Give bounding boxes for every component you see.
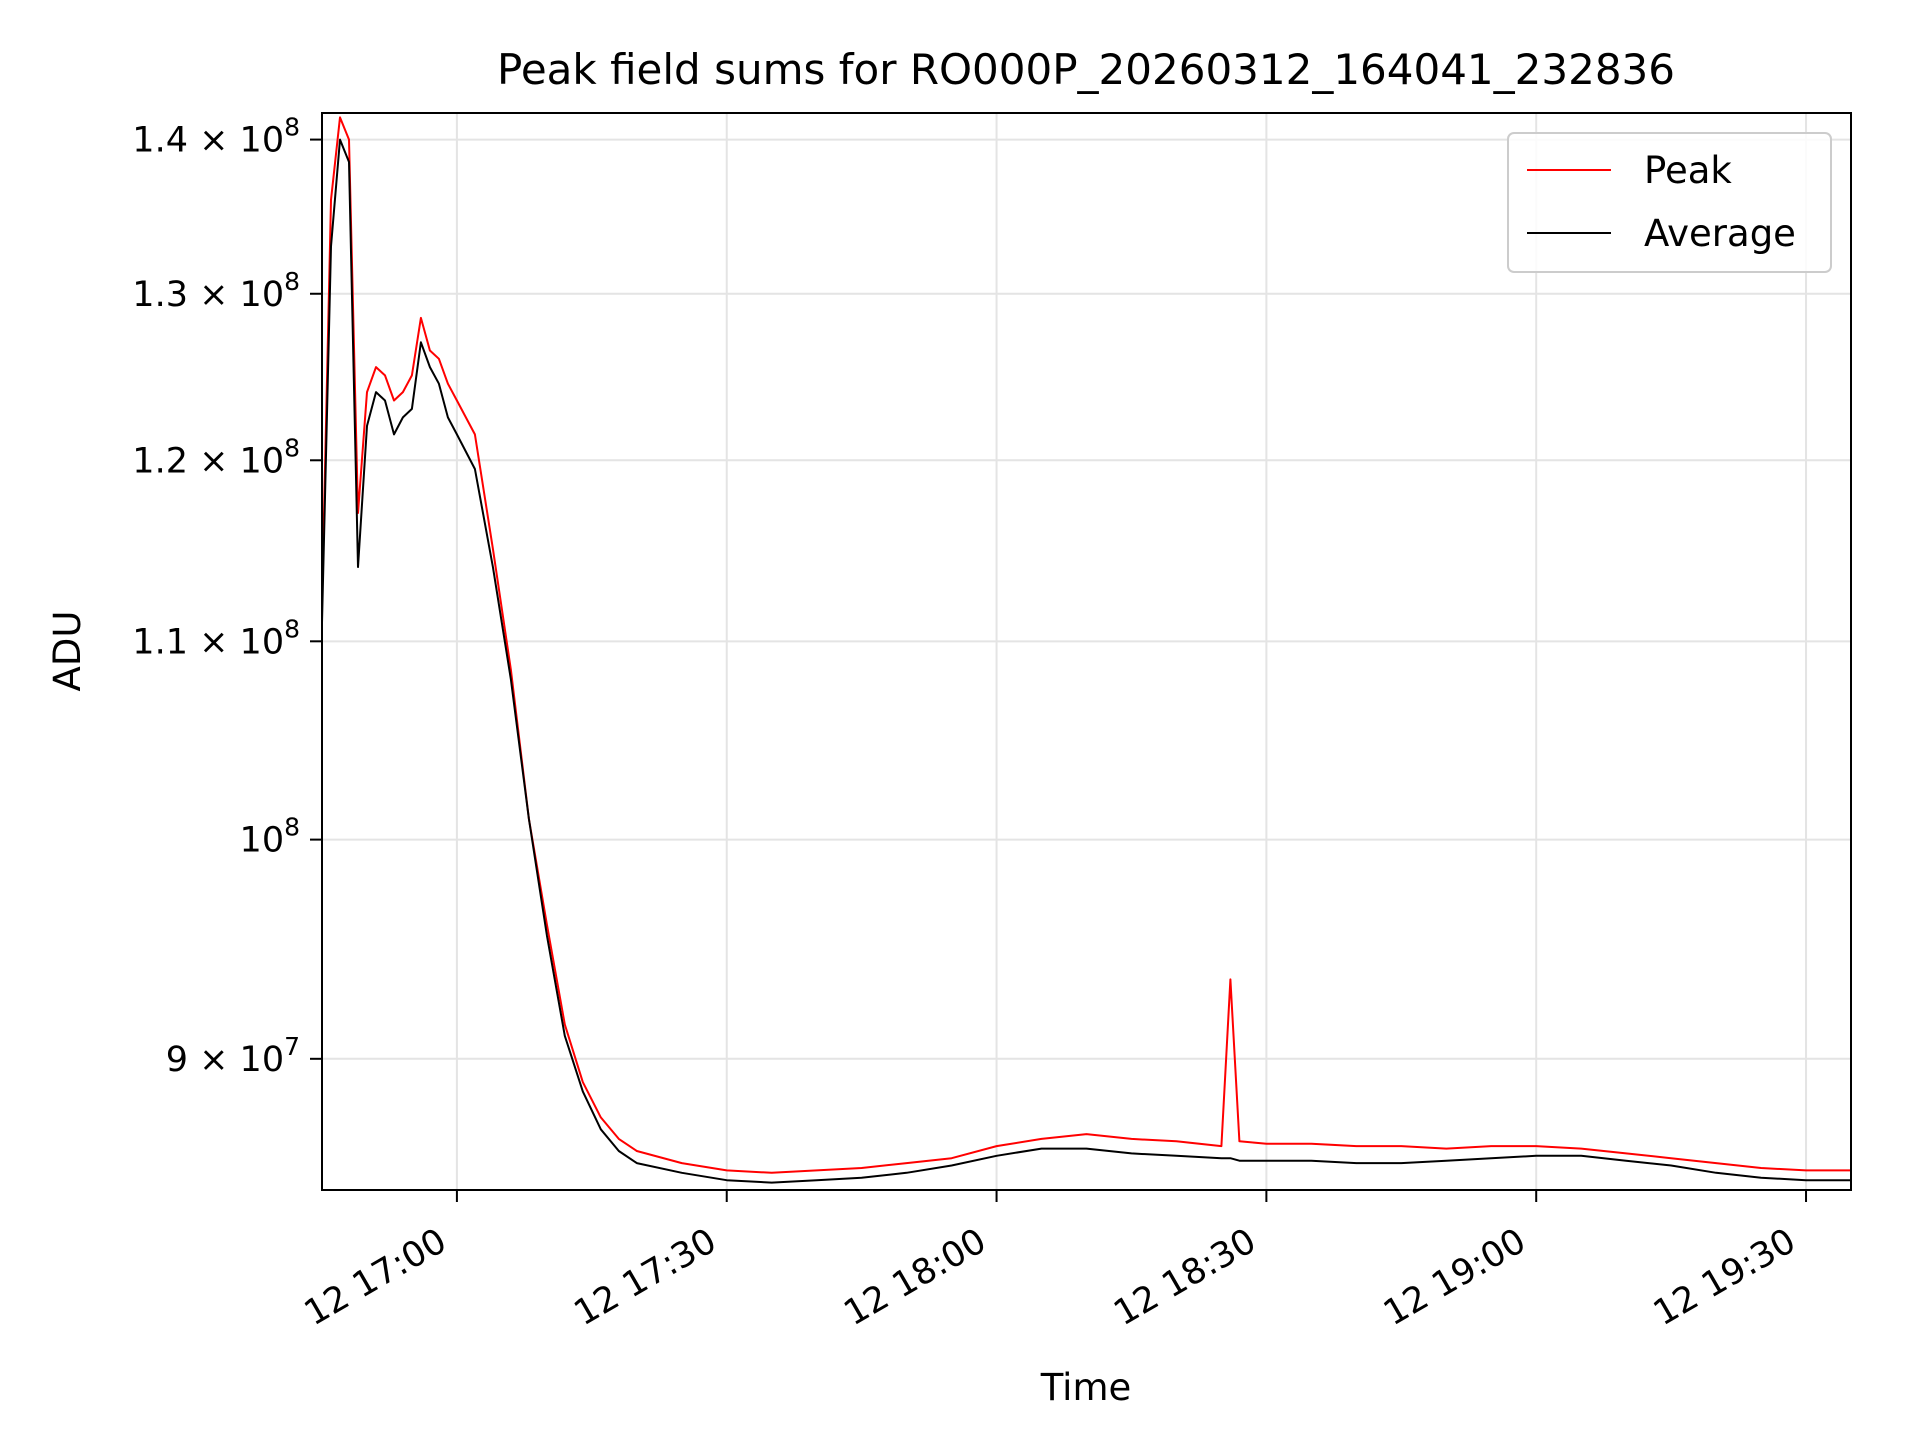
y-axis: 9 × 107 108 1.1 × 108 1.2 × 108 1.3 × 108 1.4… [132,113,322,1080]
y-axis-label: ADU [46,611,89,692]
grid [322,113,1851,1190]
y-tick-label: 1.2 × 108 [132,433,300,481]
y-tick-label: 108 [240,813,300,861]
legend-label-peak: Peak [1644,149,1732,192]
y-tick-label: 1.4 × 108 [132,113,300,161]
y-tick-label: 1.3 × 108 [132,267,300,315]
y-tick-label: 9 × 107 [166,1032,300,1080]
legend-label-average: Average [1644,212,1796,255]
legend: Peak Average [1507,132,1832,273]
y-tick-label: 1.1 × 108 [132,614,300,662]
plot-frame [321,112,1852,1191]
legend-box [1507,132,1832,273]
chart-title: Peak field sums for RO000P_20260312_1640… [497,45,1675,94]
series-line-peak [322,116,1851,1174]
x-axis-label: Time [1040,1366,1132,1409]
plot-lines [322,116,1851,1184]
series-line-average [322,138,1851,1184]
